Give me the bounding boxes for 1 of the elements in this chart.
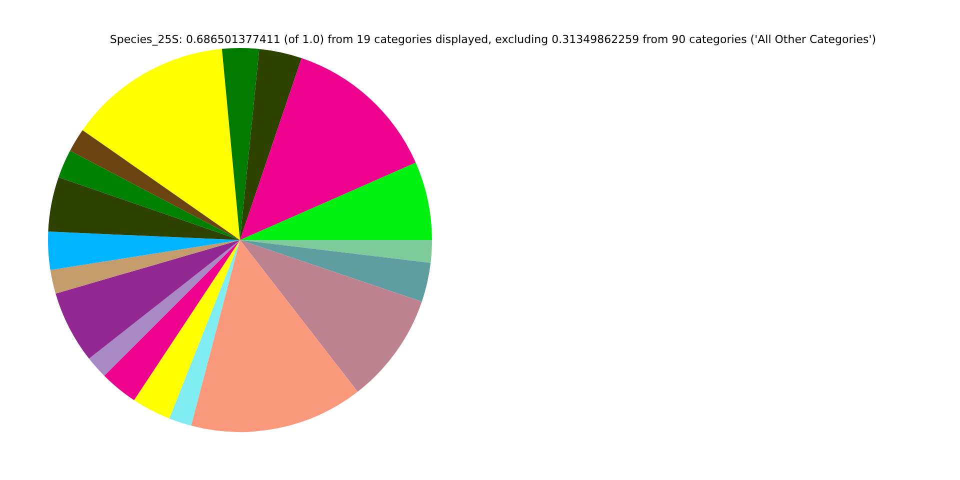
text: Species_25S: 0.686501377411 (of 1.0) from 19 categories displayed, excluding 0.31349862259 from 90 categories ('All Other Categories') bbox=[110, 32, 876, 46]
